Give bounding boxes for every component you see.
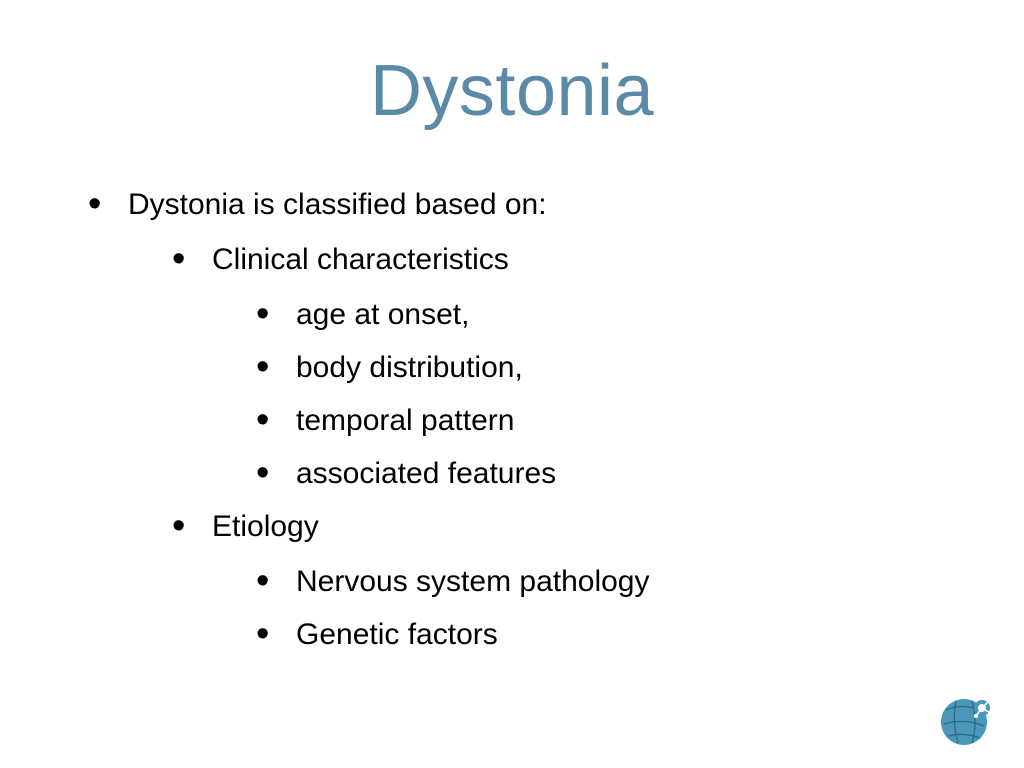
content-area: Dystonia is classified based on: Clinica… xyxy=(80,182,964,657)
bullet-text: Genetic factors xyxy=(296,618,498,651)
bullet-text: Dystonia is classified based on: xyxy=(128,188,547,221)
slide: Dystonia Dystonia is classified based on… xyxy=(0,0,1024,768)
list-item: temporal pattern xyxy=(248,398,964,443)
bullet-text: Etiology xyxy=(212,510,319,543)
list-item: body distribution, xyxy=(248,345,964,390)
list-item: Clinical characteristics age at onset, b… xyxy=(164,237,964,496)
list-item: Nervous system pathology xyxy=(248,559,964,604)
bullet-list-level3: Nervous system pathology Genetic factors xyxy=(248,559,964,657)
list-item: age at onset, xyxy=(248,292,964,337)
bullet-list-level1: Dystonia is classified based on: Clinica… xyxy=(80,182,964,657)
list-item: Etiology Nervous system pathology Geneti… xyxy=(164,504,964,657)
bullet-list-level3: age at onset, body distribution, tempora… xyxy=(248,292,964,496)
bullet-text: age at onset, xyxy=(296,298,469,331)
list-item: associated features xyxy=(248,451,964,496)
bullet-list-level2: Clinical characteristics age at onset, b… xyxy=(164,237,964,657)
list-item: Dystonia is classified based on: Clinica… xyxy=(80,182,964,657)
bullet-text: associated features xyxy=(296,457,556,490)
network-globe-icon xyxy=(938,692,996,750)
bullet-text: Clinical characteristics xyxy=(212,243,509,276)
bullet-text: Nervous system pathology xyxy=(296,565,650,598)
bullet-text: body distribution, xyxy=(296,351,523,384)
list-item: Genetic factors xyxy=(248,612,964,657)
slide-title: Dystonia xyxy=(60,50,964,132)
bullet-text: temporal pattern xyxy=(296,404,514,437)
